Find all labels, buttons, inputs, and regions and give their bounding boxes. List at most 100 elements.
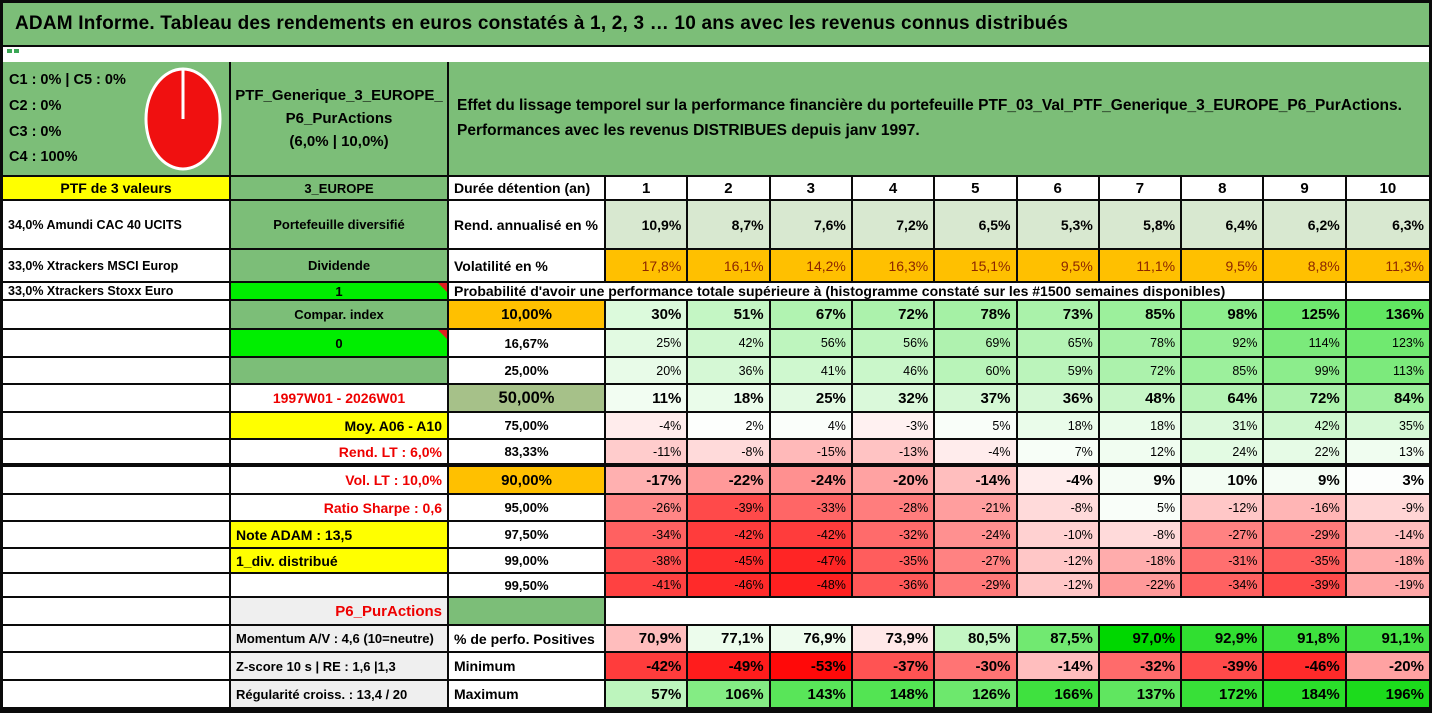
data-cell[interactable]: -41%	[606, 574, 689, 598]
column-header-cell[interactable]: 6	[1017, 177, 1100, 201]
left-label-cell[interactable]: 34,0% Amundi CAC 40 UCITS	[3, 201, 231, 250]
data-cell[interactable]: 20%	[606, 358, 689, 385]
row-header-cell[interactable]: 99,00%	[449, 549, 606, 574]
data-cell[interactable]: 41%	[770, 358, 853, 385]
data-cell[interactable]: -27%	[1182, 522, 1265, 549]
left-label-cell[interactable]	[3, 522, 231, 549]
description-cell[interactable]: Effet du lissage temporel sur la perform…	[449, 62, 1429, 175]
data-cell[interactable]: -3%	[852, 413, 936, 440]
data-cell[interactable]: -34%	[606, 522, 689, 549]
data-cell[interactable]: 73,9%	[852, 624, 936, 653]
info-cell[interactable]: Ratio Sharpe : 0,6	[231, 495, 449, 522]
data-cell[interactable]: 123%	[1346, 330, 1429, 358]
data-cell[interactable]: 15,1%	[935, 250, 1018, 283]
data-cell[interactable]: -39%	[1182, 653, 1265, 681]
left-label-cell[interactable]	[3, 549, 231, 574]
info-cell[interactable]: 1_div. distribué	[231, 549, 449, 574]
left-label-cell[interactable]	[3, 440, 231, 467]
data-cell[interactable]: -42%	[770, 522, 853, 549]
data-cell[interactable]: -22%	[688, 467, 771, 495]
data-cell[interactable]: 9%	[1099, 467, 1183, 495]
data-cell[interactable]: 6,2%	[1264, 201, 1347, 250]
left-label-cell[interactable]	[3, 495, 231, 522]
data-cell[interactable]: 6,5%	[935, 201, 1018, 250]
data-cell[interactable]: 136%	[1346, 301, 1429, 330]
data-cell[interactable]: 64%	[1182, 385, 1265, 413]
data-cell[interactable]: 72%	[852, 301, 936, 330]
data-cell[interactable]: 6,3%	[1346, 201, 1429, 250]
data-cell[interactable]: -42%	[606, 653, 689, 681]
left-label-cell[interactable]	[3, 681, 231, 709]
row-header-cell[interactable]: 25,00%	[449, 358, 606, 385]
column-header-cell[interactable]: 1	[606, 177, 689, 201]
data-cell[interactable]: -47%	[770, 549, 853, 574]
data-cell[interactable]: 56%	[852, 330, 936, 358]
data-cell[interactable]: -21%	[935, 495, 1018, 522]
left-label-cell[interactable]: PTF de 3 valeurs	[3, 177, 231, 201]
data-cell[interactable]: -13%	[852, 440, 936, 467]
left-label-cell[interactable]	[3, 598, 231, 626]
data-cell[interactable]: -24%	[770, 467, 853, 495]
data-cell[interactable]: -33%	[770, 495, 853, 522]
data-cell[interactable]: 37%	[935, 385, 1018, 413]
row-header-cell[interactable]: Minimum	[449, 653, 606, 681]
data-cell[interactable]: -48%	[770, 574, 853, 598]
info-cell[interactable]: Portefeuille diversifié	[231, 201, 449, 250]
row-header-cell[interactable]: Rend. annualisé en %	[449, 201, 606, 250]
data-cell[interactable]: 59%	[1017, 358, 1100, 385]
data-cell[interactable]: -20%	[1346, 653, 1429, 681]
data-cell[interactable]: -46%	[688, 574, 771, 598]
data-cell[interactable]: -53%	[770, 653, 853, 681]
data-cell[interactable]: 10%	[1182, 467, 1265, 495]
column-header-cell[interactable]: 4	[852, 177, 936, 201]
data-cell[interactable]: 125%	[1264, 301, 1347, 330]
data-cell[interactable]: -30%	[935, 653, 1018, 681]
data-cell[interactable]: 126%	[935, 681, 1018, 709]
data-cell[interactable]: 65%	[1017, 330, 1100, 358]
data-cell[interactable]: 85%	[1099, 301, 1183, 330]
data-cell[interactable]: 14,2%	[770, 250, 853, 283]
data-cell[interactable]: 148%	[852, 681, 936, 709]
data-cell[interactable]: 80,5%	[935, 624, 1018, 653]
info-cell[interactable]: Rend. LT : 6,0%	[231, 440, 449, 467]
data-cell[interactable]: 87,5%	[1017, 624, 1100, 653]
data-cell[interactable]: -49%	[688, 653, 771, 681]
data-cell[interactable]: 42%	[1264, 413, 1347, 440]
data-cell[interactable]: 143%	[770, 681, 853, 709]
data-cell[interactable]: -15%	[770, 440, 853, 467]
data-cell[interactable]: 48%	[1099, 385, 1183, 413]
data-cell[interactable]: 92%	[1182, 330, 1265, 358]
data-cell[interactable]: 17,8%	[606, 250, 689, 283]
data-cell[interactable]: 3%	[1346, 467, 1429, 495]
data-cell[interactable]: 2%	[688, 413, 771, 440]
data-cell[interactable]: 32%	[852, 385, 936, 413]
info-cell[interactable]: Momentum A/V : 4,6 (10=neutre)	[231, 626, 449, 653]
data-cell[interactable]: -28%	[852, 495, 936, 522]
row-header-cell[interactable]: Durée détention (an)	[449, 177, 606, 201]
left-label-cell[interactable]	[3, 301, 231, 330]
data-cell[interactable]: -12%	[1017, 549, 1100, 574]
info-cell[interactable]: P6_PurActions	[231, 598, 449, 626]
data-cell[interactable]: -9%	[1346, 495, 1429, 522]
data-cell[interactable]: -38%	[606, 549, 689, 574]
row-header-cell[interactable]: 97,50%	[449, 522, 606, 549]
column-header-cell[interactable]: 10	[1346, 177, 1429, 201]
data-cell[interactable]: 9,5%	[1017, 250, 1100, 283]
data-cell[interactable]: -46%	[1264, 653, 1347, 681]
data-cell[interactable]: 98%	[1182, 301, 1265, 330]
data-cell[interactable]: 11,3%	[1346, 250, 1429, 283]
row-header-cell[interactable]: 83,33%	[449, 440, 606, 467]
data-cell[interactable]: 36%	[688, 358, 771, 385]
data-cell[interactable]: -4%	[606, 413, 689, 440]
data-cell[interactable]: 60%	[935, 358, 1018, 385]
data-cell[interactable]: -10%	[1017, 522, 1100, 549]
data-cell[interactable]: 12%	[1099, 440, 1183, 467]
left-label-cell[interactable]	[3, 467, 231, 495]
row-header-cell[interactable]: 16,67%	[449, 330, 606, 358]
data-cell[interactable]: -39%	[1264, 574, 1347, 598]
data-cell[interactable]: -20%	[852, 467, 936, 495]
data-cell[interactable]: 106%	[688, 681, 771, 709]
portfolio-name-cell[interactable]: PTF_Generique_3_EUROPE_ P6_PurActions (6…	[231, 62, 449, 175]
data-cell[interactable]: 97,0%	[1099, 624, 1183, 653]
data-cell[interactable]: -4%	[935, 440, 1018, 467]
